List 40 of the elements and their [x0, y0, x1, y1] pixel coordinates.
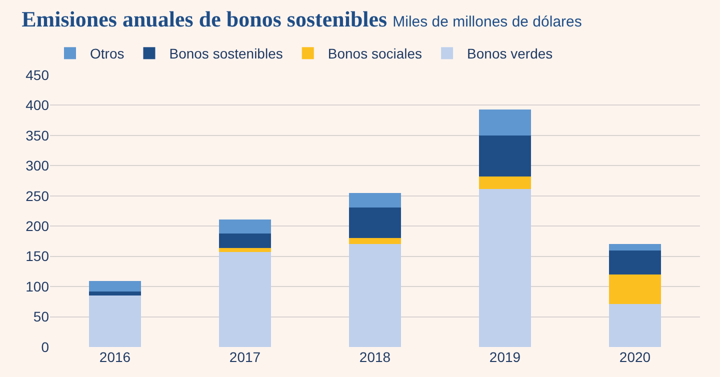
- y-tick-label: 200: [26, 218, 50, 234]
- x-tick-label: 2020: [619, 349, 651, 365]
- x-tick-label: 2016: [99, 349, 131, 365]
- bar: [89, 281, 141, 292]
- legend-label: Otros: [90, 46, 124, 62]
- bar: [349, 244, 401, 347]
- legend-label: Bonos verdes: [467, 46, 553, 62]
- y-tick-label: 450: [26, 66, 50, 83]
- bar: [609, 244, 661, 250]
- bar: [479, 109, 531, 136]
- legend-label: Bonos sostenibles: [169, 46, 283, 62]
- bar: [219, 219, 271, 234]
- y-tick-label: 300: [26, 158, 50, 174]
- x-tick-label: 2018: [359, 349, 391, 365]
- y-tick-label: 400: [26, 97, 50, 114]
- bar: [349, 238, 401, 244]
- bar: [89, 296, 141, 347]
- x-tick-label: 2019: [489, 349, 521, 365]
- legend-label: Bonos sociales: [328, 46, 422, 62]
- y-tick-label: 350: [26, 127, 50, 144]
- bar: [349, 192, 401, 208]
- bar: [479, 189, 531, 347]
- chart-subtitle: Miles de millones de dólares: [392, 14, 582, 31]
- bar: [219, 233, 271, 248]
- bar: [609, 274, 661, 304]
- bar: [219, 248, 271, 252]
- bar: [479, 176, 531, 190]
- bar: [89, 291, 141, 296]
- bar: [219, 252, 271, 347]
- y-tick-label: 0: [41, 338, 50, 355]
- y-tick-label: 250: [26, 188, 50, 204]
- bar: [609, 250, 661, 274]
- x-tick-label: 2017: [229, 349, 261, 365]
- bar: [479, 135, 531, 177]
- bar: [349, 207, 401, 238]
- bar: [609, 304, 661, 347]
- y-tick-label: 100: [26, 278, 50, 294]
- chart-title: Emisiones anuales de bonos sostenibles: [22, 6, 388, 32]
- y-tick-label: 50: [33, 308, 50, 325]
- y-tick-label: 150: [26, 248, 50, 264]
